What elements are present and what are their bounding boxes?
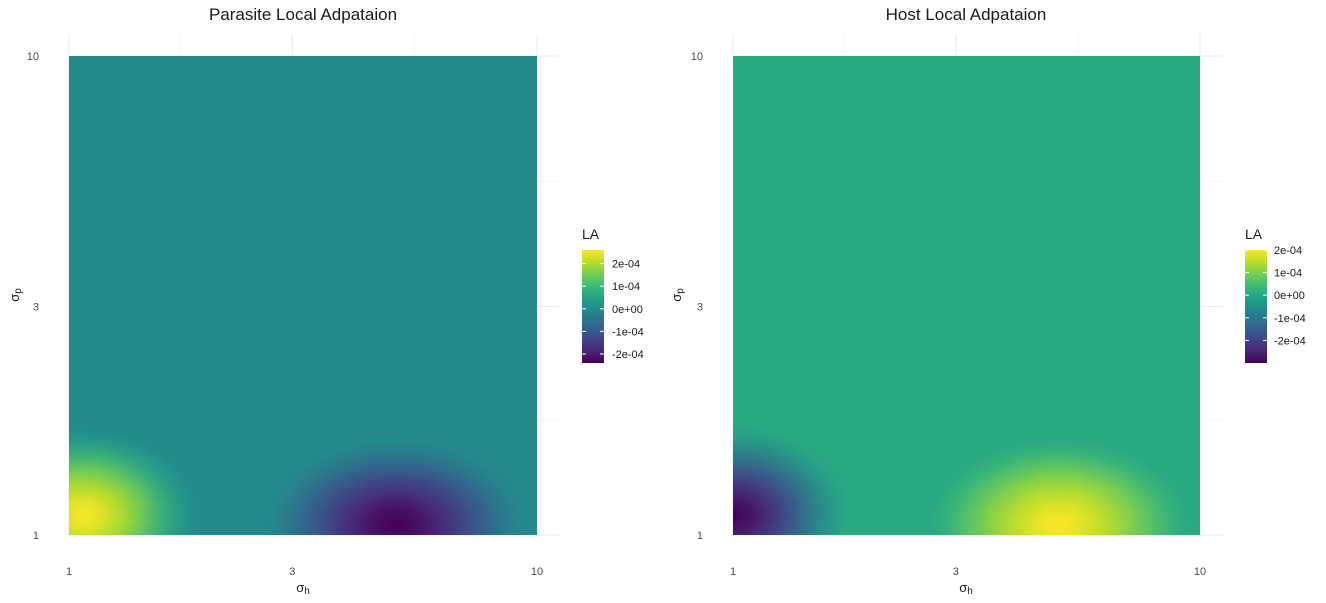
y-tick-label: 10 [691,51,703,63]
y-tick-label: 1 [33,530,39,542]
heatmap-hotspot [733,423,855,535]
y-axis-label: σp [669,288,686,302]
colorbar-tick-label: 1e-04 [1274,268,1302,280]
chart-title: Host Local Adpataion [886,5,1047,24]
colorbar-tick-label: 2e-04 [612,259,640,271]
x-tick-label: 1 [730,566,736,578]
chart-title: Parasite Local Adpataion [209,5,397,24]
x-axis-ticks: 1 3 10 [66,566,543,578]
parasite-local-adaptation-panel: Parasite Local Adpataion 1 3 10 1 3 10 σh σp… [7,5,644,597]
x-axis-label: σh [959,580,973,597]
legend-title: LA [582,226,600,242]
colorbar-tick-label: 0e+00 [612,304,643,316]
y-axis-label: σp [7,288,24,302]
colorbar-tick-label: -1e-04 [1274,313,1306,325]
colorbar-tick-label: -1e-04 [612,326,644,338]
host-local-adaptation-panel: Host Local Adpataion 1 3 10 1 3 10 σh σp LA … [669,5,1306,597]
x-tick-label: 3 [953,566,959,578]
y-axis-ticks: 1 3 10 [27,51,39,542]
colorbar-legend: LA 2e-04 1e-04 0e+00 -1e-04 -2e-04 [1245,226,1306,363]
x-axis-ticks: 1 3 10 [730,566,1206,578]
x-tick-label: 10 [1194,566,1206,578]
colorbar-legend: LA 2e-04 1e-04 0e+00 -1e-04 -2e-04 [582,226,644,363]
y-tick-label: 1 [697,530,703,542]
colorbar-tick-label: 2e-04 [1274,245,1302,257]
heatmap [69,56,537,535]
colorbar [1245,250,1267,363]
colorbar-tick-label: 0e+00 [1274,290,1305,302]
legend-title: LA [1245,226,1263,242]
x-tick-label: 10 [531,566,543,578]
x-axis-label: σh [296,580,310,597]
heatmap-hotspot [919,432,1200,535]
x-tick-label: 3 [289,566,295,578]
colorbar-tick-label: -2e-04 [612,349,644,361]
x-tick-label: 1 [66,566,72,578]
colorbar-tick-label: 1e-04 [612,281,640,293]
heatmap [733,56,1200,535]
colorbar-tick-label: -2e-04 [1274,335,1306,347]
heatmap-hotspot [255,432,537,535]
heatmap-hotspot [69,423,205,535]
y-tick-label: 3 [33,301,39,313]
colorbar [582,250,604,363]
y-axis-ticks: 1 3 10 [691,51,703,542]
y-tick-label: 10 [27,51,39,63]
y-tick-label: 3 [697,301,703,313]
